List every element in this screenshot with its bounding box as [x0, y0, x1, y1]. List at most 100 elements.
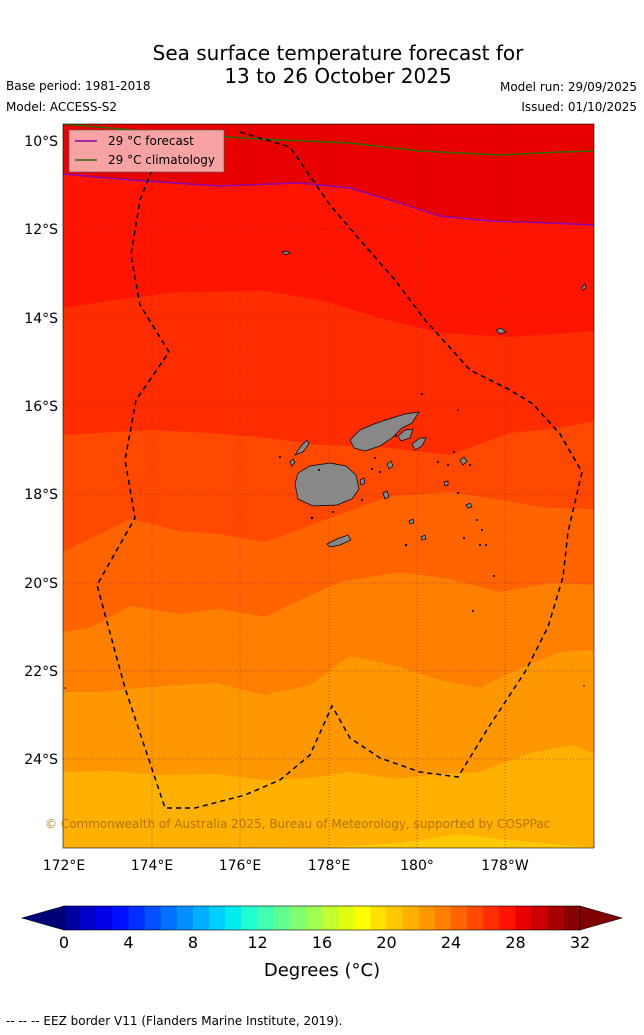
lon-label-172e: 172°E [43, 858, 86, 874]
colorbar-tick-16: 16 [312, 933, 332, 952]
colorbar-segment [434, 906, 452, 930]
land-islet [289, 458, 296, 467]
sst-band-22-23 [63, 745, 594, 848]
eez-border-footnote: -- -- -- EEZ border V11 (Flanders Marine… [6, 1014, 343, 1028]
copyright-watermark: © Commonwealth of Australia 2025, Bureau… [45, 817, 550, 831]
map-title-line-1: Sea surface temperature forecast for [152, 41, 524, 65]
colorbar-tick-28: 28 [505, 933, 525, 952]
latitude-labels: 10°S 12°S 14°S 16°S 18°S 20°S 22°S 24°S [24, 134, 58, 768]
small-island-dots [64, 393, 585, 689]
colorbar-tick-20: 20 [376, 933, 396, 952]
lat-label-18s: 18°S [24, 487, 58, 503]
land-islet [382, 490, 390, 500]
lat-label-10s: 10°S [24, 134, 58, 150]
lat-label-16s: 16°S [24, 399, 58, 415]
colorbar-segment [96, 906, 113, 930]
lat-label-20s: 20°S [24, 576, 58, 592]
colorbar-segment [418, 906, 436, 930]
lon-label-174e: 174°E [131, 858, 174, 874]
colorbar-segment [386, 906, 404, 930]
colorbar-segment [451, 906, 468, 930]
colorbar-segment [160, 906, 178, 930]
colorbar-segment [338, 906, 355, 930]
colorbar-tick-32: 32 [570, 933, 590, 952]
model-run-label: Model run: 29/09/2025 [499, 80, 637, 94]
colorbar [20, 905, 624, 931]
colorbar-segment [354, 906, 371, 930]
colorbar-segment [257, 906, 275, 930]
land-islet [581, 283, 587, 291]
colorbar-segment [112, 906, 129, 930]
colorbar-segment [176, 906, 194, 930]
map-title-line-2: 13 to 26 October 2025 [224, 64, 452, 88]
colorbar-segment [531, 906, 549, 930]
colorbar-under-arrow [20, 905, 65, 931]
colorbar-segment [467, 906, 484, 930]
land-islet [443, 480, 449, 487]
lat-label-14s: 14°S [24, 311, 58, 327]
colorbar-segment [273, 906, 291, 930]
eez-border [96, 131, 583, 809]
land-taveuni [397, 428, 414, 442]
colorbar-frame [63, 905, 581, 931]
lat-label-12s: 12°S [24, 222, 58, 238]
map-legend: 29 °C forecast 29 °C climatology [68, 129, 225, 173]
colorbar-segment [370, 906, 387, 930]
colorbar-segment [563, 906, 581, 930]
colorbar-tick-0: 0 [59, 933, 69, 952]
colorbar-segment [305, 906, 323, 930]
lat-label-24s: 24°S [24, 752, 58, 768]
colorbar-segment [128, 906, 146, 930]
issued-label: Issued: 01/10/2025 [521, 100, 637, 114]
colorbar-segment [499, 906, 516, 930]
colorbar-tick-24: 24 [441, 933, 461, 952]
colorbar-segment [193, 906, 210, 930]
colorbar-segment [241, 906, 258, 930]
colorbar-tick-12: 12 [247, 933, 267, 952]
land-islet [465, 502, 473, 509]
colorbar-segment [64, 906, 81, 930]
lon-label-176e: 176°E [219, 858, 262, 874]
land-fiji-islands [281, 250, 587, 548]
colorbar-segment [322, 906, 339, 930]
map-frame [62, 123, 595, 849]
land-islet [408, 518, 415, 525]
colorbar-segment [209, 906, 226, 930]
colorbar-tick-4: 4 [123, 933, 133, 952]
lon-label-180: 180° [400, 858, 434, 874]
map-graticule [63, 124, 594, 848]
land-small-island [411, 437, 427, 451]
colorbar-segment [483, 906, 500, 930]
land-islet [359, 477, 366, 486]
colorbar-segment [515, 906, 533, 930]
land-viti-levu [294, 462, 360, 507]
land-islet [386, 460, 394, 470]
sst-contour-field [63, 124, 594, 848]
legend-climatology-label: 29 °C climatology [108, 153, 215, 167]
land-islet [495, 327, 507, 335]
base-period-label: Base period: 1981-2018 [6, 79, 151, 93]
colorbar-segment [225, 906, 242, 930]
colorbar-title: Degrees (°C) [264, 960, 380, 981]
colorbar-over-arrow [579, 905, 624, 931]
colorbar-segment [289, 906, 307, 930]
sst-band-21-22 [63, 834, 594, 848]
legend-box [68, 129, 225, 173]
colorbar-tick-8: 8 [188, 933, 198, 952]
land-islet [459, 456, 468, 466]
forecast-29c-isotherm [63, 173, 594, 226]
legend-forecast-label: 29 °C forecast [108, 134, 194, 148]
land-yasawa [294, 439, 310, 456]
model-label: Model: ACCESS-S2 [6, 100, 118, 114]
land-kadavu [326, 534, 352, 548]
land-rotuma [281, 250, 291, 256]
colorbar-tick-labels: 0 4 8 12 16 20 24 28 32 [59, 933, 590, 952]
colorbar-segment [402, 906, 420, 930]
longitude-labels: 172°E 174°E 176°E 178°E 180° 178°W [43, 858, 529, 874]
lon-label-178e: 178°E [308, 858, 351, 874]
colorbar-segment [80, 906, 97, 930]
land-islet [420, 534, 427, 541]
colorbar-segment [547, 906, 565, 930]
land-vanua-levu [349, 411, 420, 452]
